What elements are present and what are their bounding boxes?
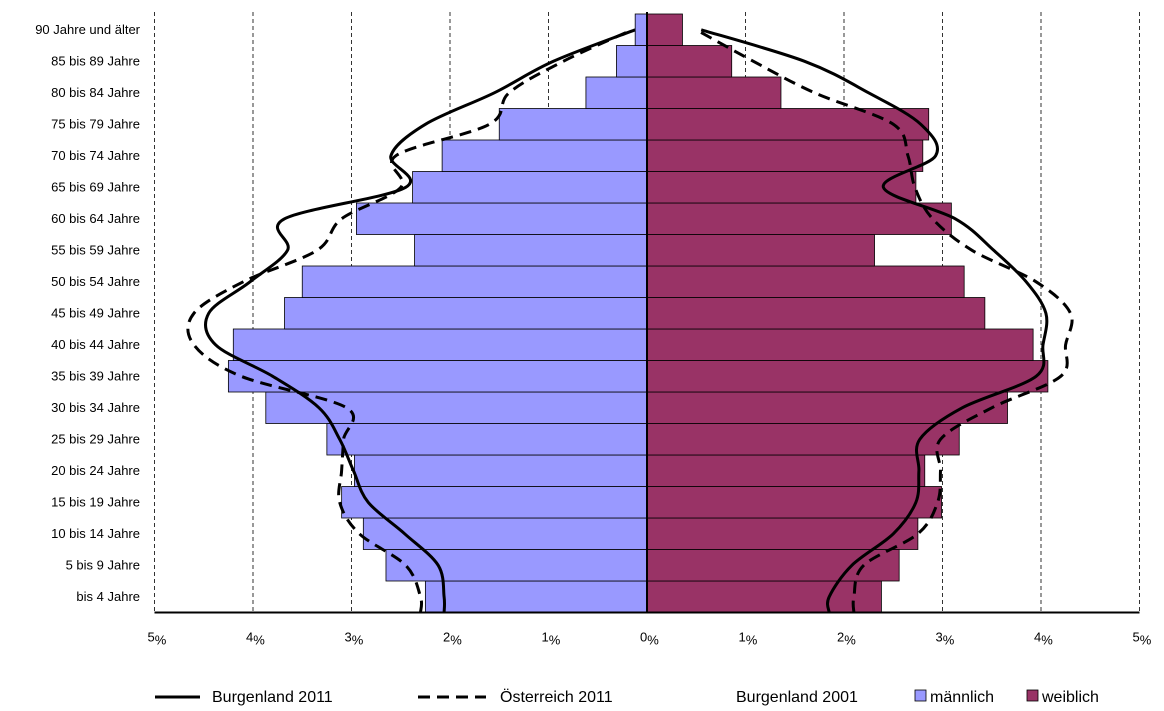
- age-group-label: 5 bis 9 Jahre: [66, 557, 140, 572]
- bar-maennlich: [386, 550, 647, 582]
- bar-weiblich: [647, 77, 781, 109]
- bar-maennlich: [233, 329, 647, 361]
- x-tick-label: 2%: [837, 630, 856, 648]
- bar-maennlich: [356, 203, 647, 235]
- bar-maennlich: [413, 172, 647, 204]
- age-group-label: 25 bis 29 Jahre: [51, 431, 140, 446]
- bar-maennlich: [586, 77, 647, 109]
- bar-weiblich: [647, 140, 923, 172]
- x-tick-label: 3%: [345, 630, 364, 648]
- age-group-label: 60 bis 64 Jahre: [51, 211, 140, 226]
- age-group-label: 40 bis 44 Jahre: [51, 337, 140, 352]
- age-group-label: 90 Jahre und älter: [35, 22, 140, 37]
- age-group-label: 20 bis 24 Jahre: [51, 463, 140, 478]
- bar-weiblich: [647, 14, 682, 46]
- bar-weiblich: [647, 487, 942, 519]
- age-group-label: 35 bis 39 Jahre: [51, 368, 140, 383]
- x-tick-label: 5%: [148, 630, 167, 648]
- age-group-label: 80 bis 84 Jahre: [51, 85, 140, 100]
- bar-weiblich: [647, 298, 985, 330]
- age-group-label: bis 4 Jahre: [76, 589, 140, 604]
- bar-weiblich: [647, 46, 732, 78]
- x-tick-label: 2%: [443, 630, 462, 648]
- bar-weiblich: [647, 392, 1008, 424]
- bar-maennlich: [285, 298, 647, 330]
- age-group-label: 30 bis 34 Jahre: [51, 400, 140, 415]
- age-group-label: 45 bis 49 Jahre: [51, 305, 140, 320]
- bar-weiblich: [647, 203, 951, 235]
- bar-weiblich: [647, 361, 1048, 393]
- bar-weiblich: [647, 424, 959, 456]
- bar-maennlich: [266, 392, 647, 424]
- bar-maennlich: [327, 424, 647, 456]
- legend: Burgenland 2011 Österreich 2011 Burgenland…: [155, 688, 1099, 706]
- age-group-label: 85 bis 89 Jahre: [51, 53, 140, 68]
- bar-weiblich: [647, 266, 964, 298]
- bar-weiblich: [647, 581, 881, 613]
- age-group-label: 50 bis 54 Jahre: [51, 274, 140, 289]
- age-group-label: 15 bis 19 Jahre: [51, 494, 140, 509]
- legend-label-burgenland-2011: Burgenland 2011: [212, 689, 333, 706]
- bar-maennlich: [354, 455, 647, 487]
- legend-label-weiblich: weiblich: [1041, 689, 1099, 706]
- x-tick-label: 4%: [246, 630, 265, 648]
- bar-maennlich: [499, 109, 647, 141]
- bar-maennlich: [415, 235, 647, 267]
- bar-weiblich: [647, 455, 925, 487]
- legend-swatch-weiblich: [1027, 690, 1038, 701]
- age-group-label: 10 bis 14 Jahre: [51, 526, 140, 541]
- bar-maennlich: [616, 46, 647, 78]
- age-group-label: 55 bis 59 Jahre: [51, 242, 140, 257]
- bar-maennlich: [425, 581, 647, 613]
- x-tick-label: 3%: [936, 630, 955, 648]
- x-tick-label: 4%: [1034, 630, 1053, 648]
- legend-swatch-maennlich: [915, 690, 926, 701]
- x-tick-label: 1%: [542, 630, 561, 648]
- bar-maennlich: [302, 266, 647, 298]
- x-tick-label: 0%: [640, 630, 659, 648]
- bar-weiblich: [647, 550, 899, 582]
- bar-maennlich: [442, 140, 647, 172]
- age-group-label: 70 bis 74 Jahre: [51, 148, 140, 163]
- legend-label-maennlich: männlich: [930, 689, 994, 706]
- bar-weiblich: [647, 329, 1033, 361]
- legend-label-burgenland-2001: Burgenland 2001: [736, 689, 858, 706]
- legend-label-oesterreich-2011: Österreich 2011: [500, 688, 613, 706]
- bar-maennlich: [635, 14, 647, 46]
- bar-maennlich: [342, 487, 647, 519]
- age-group-label: 75 bis 79 Jahre: [51, 116, 140, 131]
- bar-weiblich: [647, 172, 916, 204]
- x-tick-label: 5%: [1133, 630, 1152, 648]
- bar-weiblich: [647, 109, 929, 141]
- age-group-label: 65 bis 69 Jahre: [51, 179, 140, 194]
- bar-weiblich: [647, 235, 875, 267]
- x-tick-label: 1%: [739, 630, 758, 648]
